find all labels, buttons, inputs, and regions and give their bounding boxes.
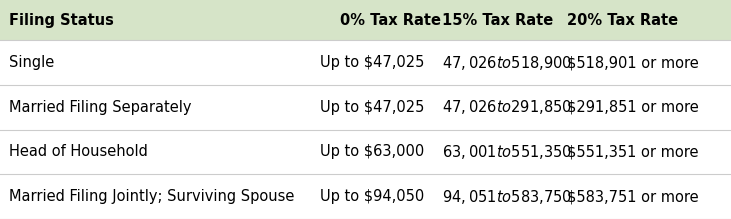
Text: Up to $47,025: Up to $47,025 xyxy=(319,100,424,115)
Text: Head of Household: Head of Household xyxy=(9,145,148,159)
Text: $551,351 or more: $551,351 or more xyxy=(567,145,698,159)
Text: Up to $94,050: Up to $94,050 xyxy=(319,189,424,204)
Bar xyxy=(0,40,731,85)
Text: Up to $63,000: Up to $63,000 xyxy=(319,145,424,159)
Text: Married Filing Jointly; Surviving Spouse: Married Filing Jointly; Surviving Spouse xyxy=(9,189,294,204)
Text: Single: Single xyxy=(9,55,54,70)
Text: $291,851 or more: $291,851 or more xyxy=(567,100,698,115)
Bar xyxy=(0,0,731,40)
Text: 20% Tax Rate: 20% Tax Rate xyxy=(567,13,678,28)
Bar xyxy=(0,174,731,219)
Text: Married Filing Separately: Married Filing Separately xyxy=(9,100,192,115)
Text: 0% Tax Rate: 0% Tax Rate xyxy=(340,13,441,28)
Text: Filing Status: Filing Status xyxy=(9,13,113,28)
Bar xyxy=(0,130,731,174)
Text: $47,026 to $518,900: $47,026 to $518,900 xyxy=(442,54,572,72)
Text: 15% Tax Rate: 15% Tax Rate xyxy=(442,13,553,28)
Text: Up to $47,025: Up to $47,025 xyxy=(319,55,424,70)
Bar xyxy=(0,85,731,130)
Text: $63,001 to $551,350: $63,001 to $551,350 xyxy=(442,143,572,161)
Text: $94,051 to $583,750: $94,051 to $583,750 xyxy=(442,188,572,206)
Text: $47,026 to $291,850: $47,026 to $291,850 xyxy=(442,98,572,116)
Text: $518,901 or more: $518,901 or more xyxy=(567,55,698,70)
Text: $583,751 or more: $583,751 or more xyxy=(567,189,698,204)
